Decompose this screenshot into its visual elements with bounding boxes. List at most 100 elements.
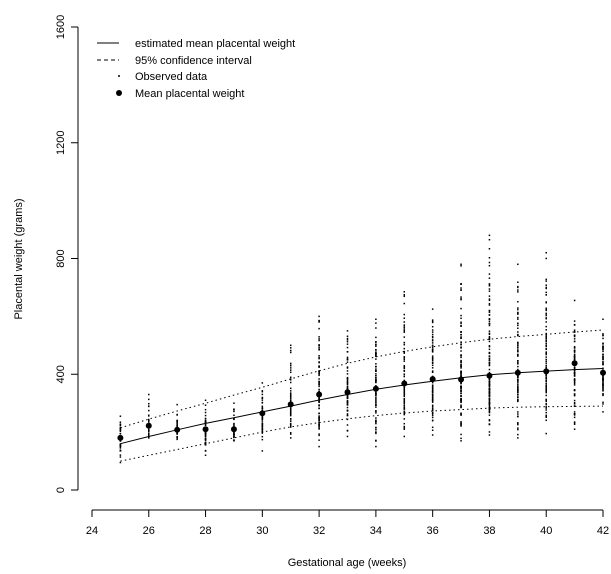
observed-point	[375, 419, 377, 422]
observed-point	[573, 382, 576, 385]
observed-point	[233, 423, 235, 426]
observed-point	[289, 418, 292, 420]
observed-point	[573, 372, 576, 375]
observed-point	[261, 409, 264, 411]
observed-point	[119, 440, 122, 442]
observed-point	[431, 391, 434, 394]
observed-point	[573, 378, 576, 380]
observed-point	[261, 427, 264, 430]
observed-point	[545, 391, 547, 394]
mean-point	[372, 385, 379, 392]
observed-point	[346, 376, 349, 379]
observed-point	[261, 420, 264, 422]
observed-point	[403, 426, 406, 429]
observed-point	[517, 422, 519, 424]
observed-point	[403, 302, 406, 305]
observed-point	[517, 346, 519, 348]
observed-point	[431, 346, 434, 349]
observed-point	[375, 422, 377, 425]
observed-point	[318, 380, 320, 383]
observed-point	[375, 393, 377, 396]
observed-point	[318, 365, 320, 367]
observed-point	[488, 403, 491, 405]
observed-point	[488, 357, 491, 360]
observed-point	[545, 394, 547, 397]
observed-point	[148, 418, 150, 421]
observed-point	[233, 431, 235, 434]
observed-point	[545, 386, 547, 388]
observed-point	[460, 397, 462, 400]
observed-point	[488, 330, 491, 332]
observed-point	[517, 360, 519, 362]
observed-point	[431, 370, 434, 372]
observed-point	[488, 431, 491, 433]
observed-point	[119, 415, 122, 417]
observed-point	[176, 437, 178, 439]
observed-point	[460, 385, 462, 388]
observed-point	[545, 251, 547, 254]
observed-point	[460, 387, 462, 390]
observed-point	[204, 432, 207, 435]
observed-point	[176, 421, 178, 424]
observed-point	[488, 398, 491, 400]
mean-point	[458, 376, 465, 383]
observed-point	[431, 329, 434, 331]
observed-point	[204, 434, 207, 437]
mean-point	[344, 389, 351, 396]
observed-point	[403, 418, 406, 420]
observed-point	[403, 422, 406, 425]
observed-point	[346, 413, 349, 415]
observed-point	[545, 329, 547, 331]
observed-point	[545, 280, 547, 282]
observed-point	[488, 314, 491, 316]
observed-point	[346, 435, 349, 438]
observed-point	[403, 375, 406, 378]
observed-point	[346, 337, 349, 340]
observed-point	[431, 413, 434, 415]
observed-point	[517, 334, 519, 337]
observed-point	[289, 390, 292, 392]
observed-point	[573, 413, 576, 415]
observed-point	[176, 425, 178, 427]
observed-point	[403, 352, 406, 354]
observed-point	[289, 381, 292, 384]
observed-point	[517, 362, 519, 365]
observed-point	[148, 434, 150, 436]
observed-point	[289, 413, 292, 416]
mean-point	[287, 401, 294, 408]
observed-point	[602, 363, 604, 366]
observed-point	[289, 344, 292, 347]
observed-point	[289, 369, 292, 371]
observed-point	[431, 399, 434, 401]
observed-point	[204, 420, 207, 423]
observed-point	[261, 425, 264, 427]
observed-point	[573, 393, 576, 396]
observed-point	[318, 339, 320, 342]
observed-point	[375, 393, 377, 395]
observed-point	[488, 257, 491, 259]
observed-point	[176, 432, 178, 435]
observed-point	[460, 331, 462, 333]
observed-point	[289, 411, 292, 413]
observed-point	[431, 390, 434, 393]
observed-point	[488, 337, 491, 340]
observed-point	[431, 411, 434, 414]
observed-point	[431, 394, 434, 397]
observed-point	[602, 383, 604, 386]
observed-point	[176, 438, 178, 441]
observed-point	[204, 439, 207, 441]
observed-point	[375, 351, 377, 353]
observed-point	[460, 336, 462, 338]
observed-point	[573, 384, 576, 386]
x-tick-label: 40	[540, 525, 552, 537]
observed-point	[431, 408, 434, 411]
observed-point	[517, 355, 519, 357]
observed-point	[602, 360, 604, 363]
observed-point	[545, 374, 547, 376]
observed-point	[602, 393, 604, 396]
observed-point	[318, 327, 320, 330]
observed-point	[488, 391, 491, 394]
observed-point	[261, 416, 264, 419]
observed-point	[261, 418, 264, 421]
observed-point	[403, 347, 406, 350]
